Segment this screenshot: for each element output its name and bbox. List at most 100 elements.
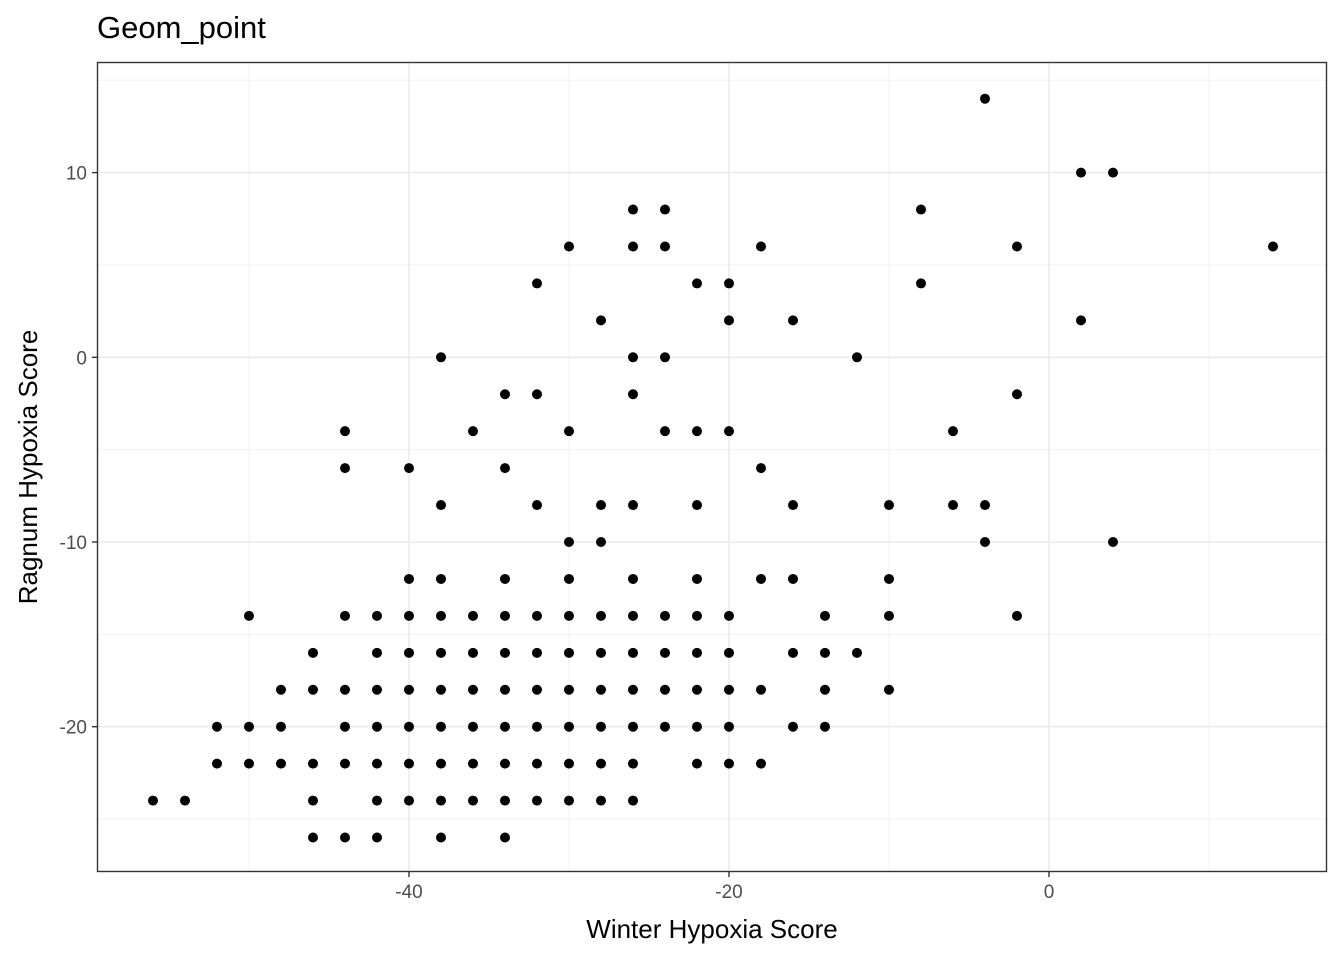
data-point — [372, 758, 382, 769]
data-point — [404, 573, 414, 584]
data-point — [628, 241, 638, 252]
data-point — [468, 426, 478, 437]
data-point — [372, 647, 382, 658]
plot-panel-border — [96, 61, 1328, 873]
data-point — [404, 463, 414, 474]
data-point — [724, 278, 734, 289]
data-point — [404, 684, 414, 695]
data-point — [436, 721, 446, 732]
data-point — [692, 278, 702, 289]
y-tick-label: -20 — [60, 718, 87, 739]
data-point — [532, 684, 542, 695]
data-point — [628, 795, 638, 806]
data-point — [340, 426, 350, 437]
data-point — [468, 684, 478, 695]
data-point — [212, 758, 222, 769]
data-point — [820, 647, 830, 658]
data-point — [148, 795, 158, 806]
data-point — [564, 758, 574, 769]
data-point — [884, 684, 894, 695]
data-point — [756, 573, 766, 584]
data-point — [404, 721, 414, 732]
data-point — [628, 352, 638, 363]
data-point — [468, 795, 478, 806]
data-point — [500, 795, 510, 806]
data-point — [468, 758, 478, 769]
data-point — [340, 684, 350, 695]
data-point — [436, 573, 446, 584]
data-point — [596, 684, 606, 695]
data-point — [980, 500, 990, 511]
x-tick-label: 0 — [1044, 882, 1055, 903]
data-point — [436, 647, 446, 658]
data-point — [372, 795, 382, 806]
data-point — [628, 721, 638, 732]
y-tick-label: 10 — [66, 164, 87, 185]
data-point — [404, 610, 414, 621]
data-point — [724, 684, 734, 695]
grid-lines — [98, 63, 1326, 871]
data-point — [884, 610, 894, 621]
data-point — [724, 426, 734, 437]
data-point — [500, 721, 510, 732]
data-point — [788, 721, 798, 732]
data-point — [500, 684, 510, 695]
x-axis-title: Winter Hypoxia Score — [586, 914, 837, 944]
data-point — [468, 721, 478, 732]
data-point — [980, 537, 990, 547]
data-point — [532, 721, 542, 732]
data-point — [628, 684, 638, 695]
data-point — [692, 758, 702, 769]
data-point — [532, 795, 542, 806]
data-point — [436, 352, 446, 363]
data-point — [820, 684, 830, 695]
data-point — [596, 537, 606, 547]
data-point — [564, 610, 574, 621]
data-points — [148, 93, 1278, 843]
y-tick-label: 0 — [76, 348, 87, 369]
data-point — [660, 426, 670, 437]
data-point — [1108, 167, 1118, 178]
data-point — [244, 721, 254, 732]
data-point — [692, 684, 702, 695]
data-point — [724, 647, 734, 658]
data-point — [1012, 389, 1022, 400]
axis-ticks: -40 -20 0 -20 -10 0 10 — [60, 164, 1055, 903]
data-point — [436, 500, 446, 511]
data-point — [660, 241, 670, 252]
data-point — [564, 647, 574, 658]
data-point — [1108, 537, 1118, 547]
data-point — [756, 463, 766, 474]
data-point — [596, 315, 606, 326]
data-point — [372, 684, 382, 695]
data-point — [308, 832, 318, 843]
data-point — [820, 721, 830, 732]
data-point — [532, 647, 542, 658]
data-point — [1076, 167, 1086, 178]
data-point — [628, 500, 638, 511]
data-point — [692, 500, 702, 511]
data-point — [468, 647, 478, 658]
data-point — [596, 758, 606, 769]
data-point — [916, 204, 926, 215]
data-point — [532, 758, 542, 769]
data-point — [500, 758, 510, 769]
data-point — [660, 647, 670, 658]
data-point — [660, 352, 670, 363]
data-point — [564, 721, 574, 732]
data-point — [372, 721, 382, 732]
data-point — [404, 758, 414, 769]
data-point — [596, 795, 606, 806]
data-point — [660, 684, 670, 695]
data-point — [628, 610, 638, 621]
data-point — [532, 278, 542, 289]
data-point — [820, 610, 830, 621]
data-point — [692, 647, 702, 658]
data-point — [596, 610, 606, 621]
data-point — [308, 758, 318, 769]
data-point — [564, 573, 574, 584]
data-point — [500, 573, 510, 584]
data-point — [436, 758, 446, 769]
data-point — [1076, 315, 1086, 326]
